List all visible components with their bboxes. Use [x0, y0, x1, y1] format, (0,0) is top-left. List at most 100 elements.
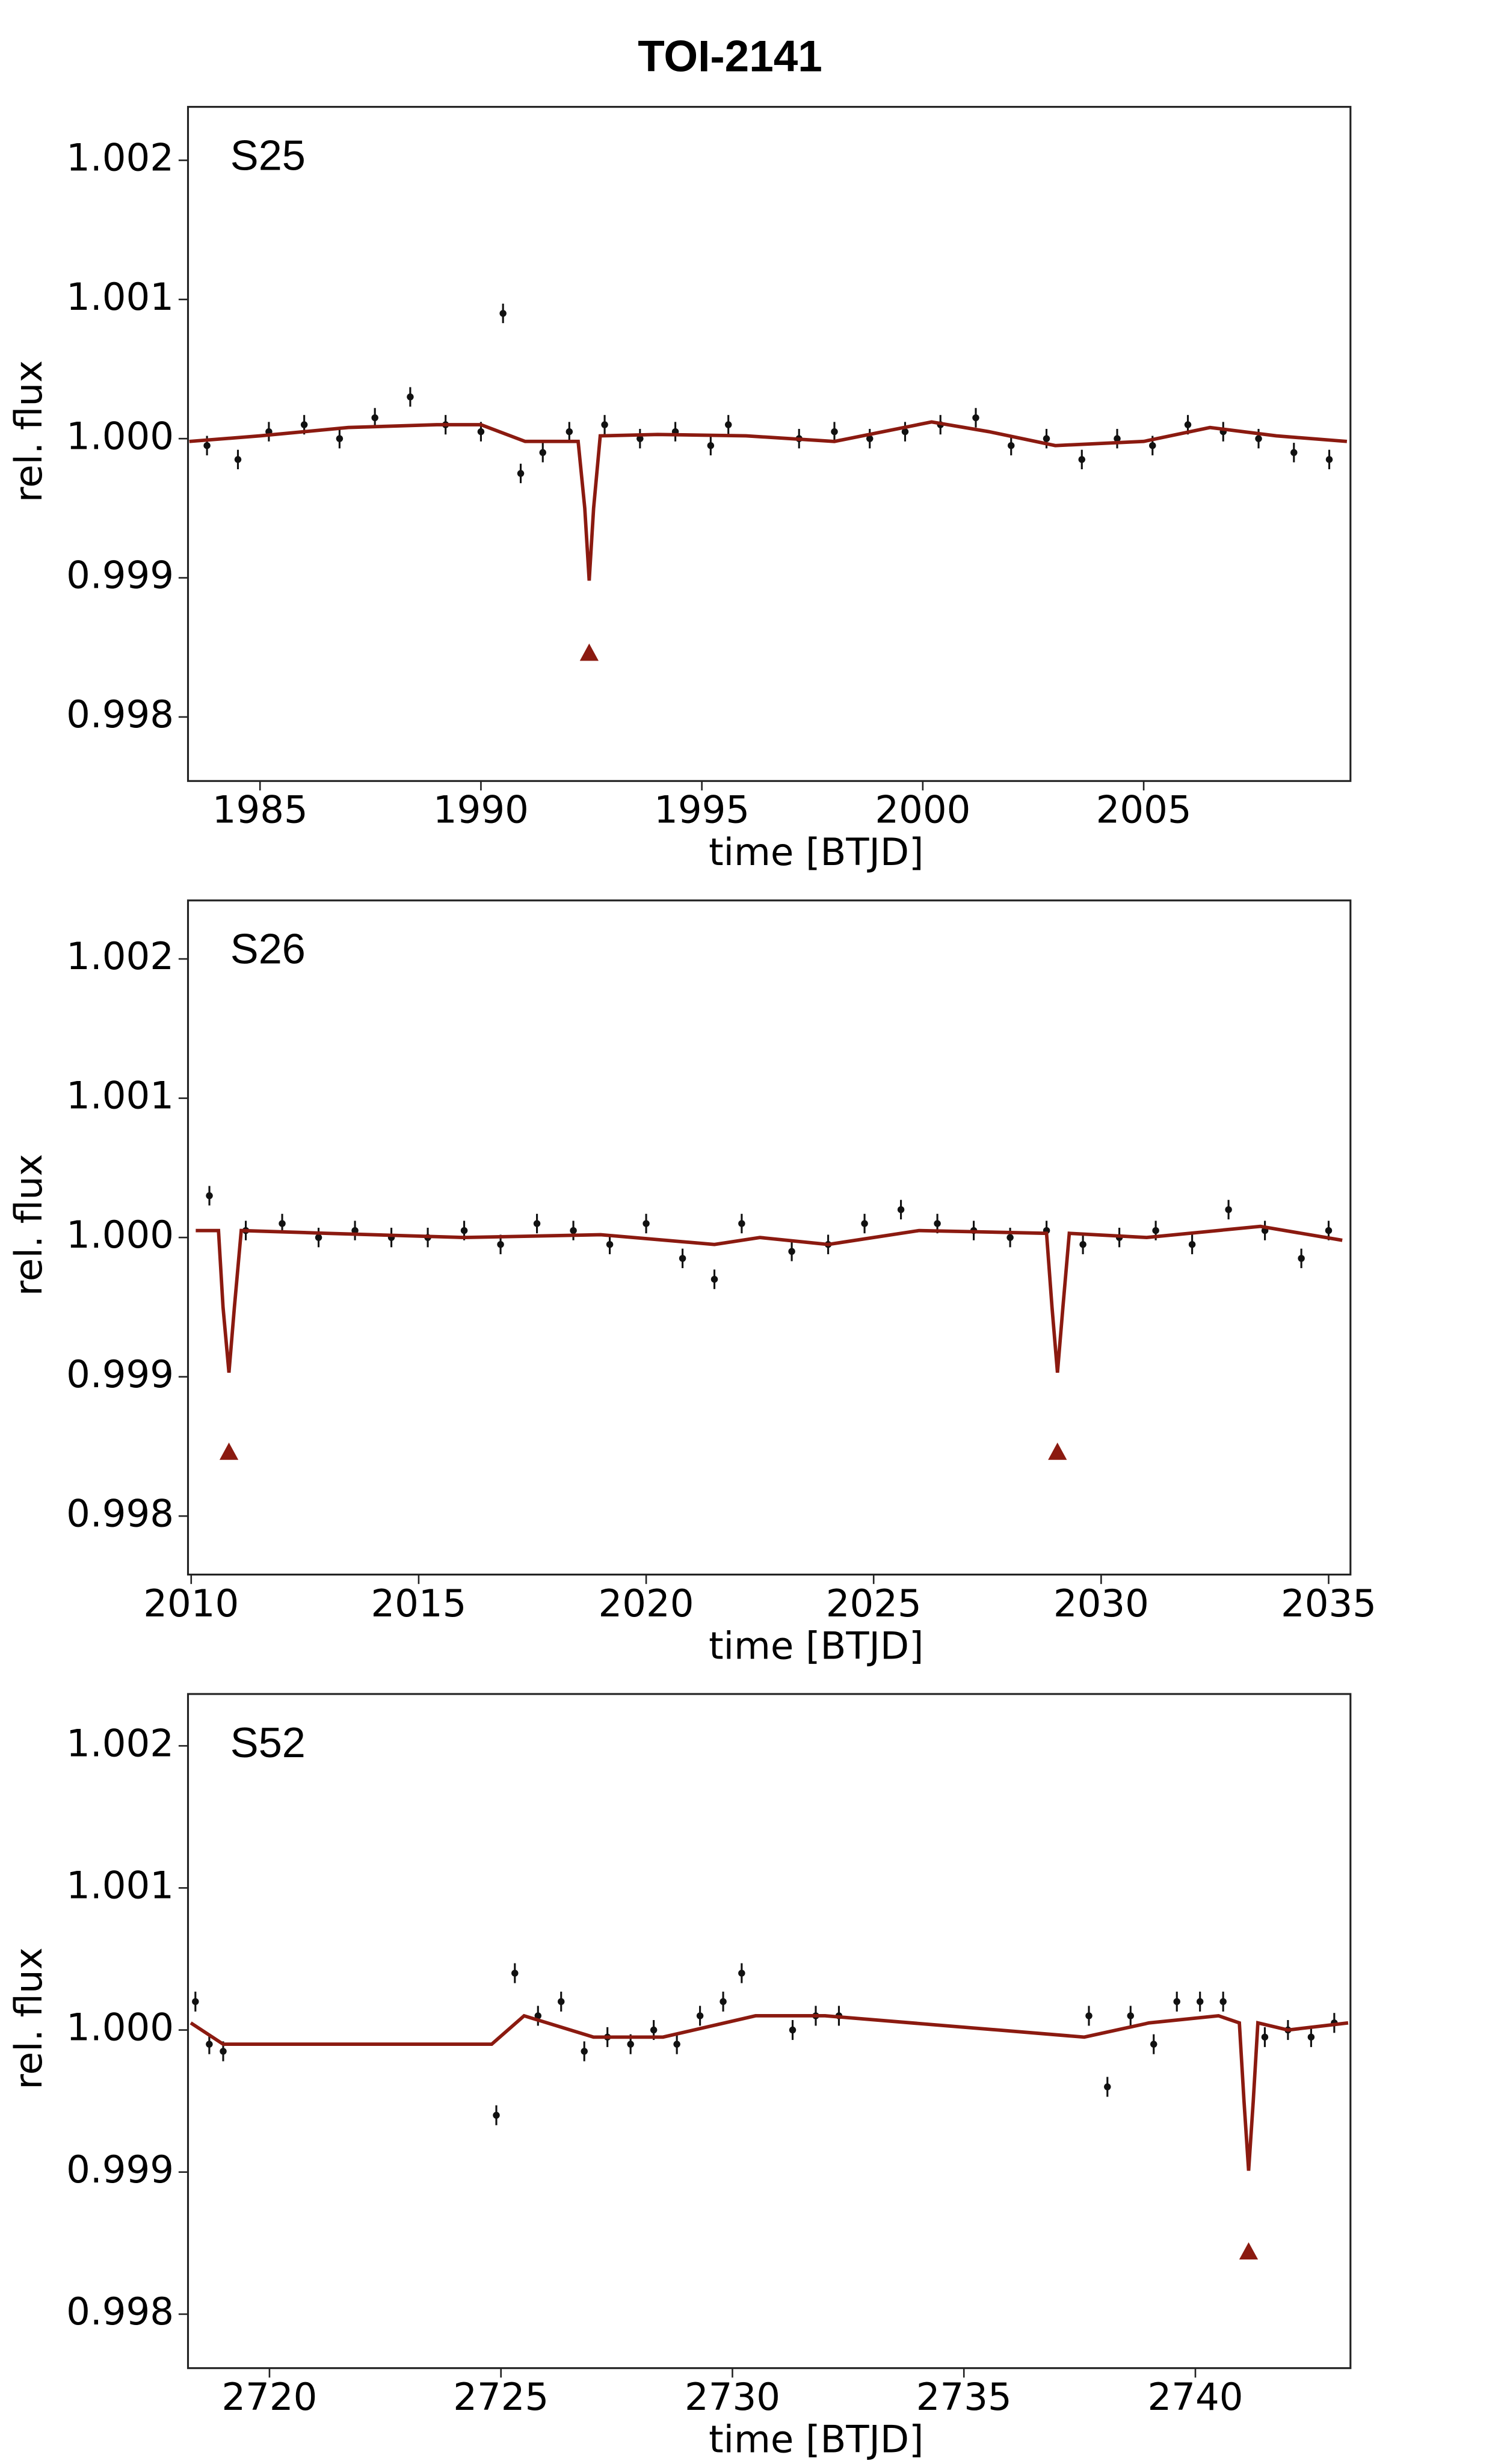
- binned-point: [1127, 2012, 1134, 2019]
- y-axis-label: rel. flux: [7, 360, 51, 503]
- binned-point: [517, 470, 525, 477]
- binned-point: [866, 435, 874, 442]
- binned-point: [371, 414, 378, 422]
- x-tick-label: 2000: [875, 788, 970, 832]
- y-axis-label: rel. flux: [7, 1947, 51, 2090]
- binned-point: [1150, 2040, 1157, 2048]
- binned-point: [220, 2048, 227, 2055]
- binned-point: [636, 435, 644, 442]
- x-tick-label: 2725: [453, 2375, 549, 2419]
- binned-point: [1149, 442, 1156, 449]
- x-tick-label: 2010: [143, 1582, 239, 1625]
- binned-point: [724, 421, 732, 428]
- x-axis-label: time [BTJD]: [709, 2417, 923, 2461]
- binned-point: [315, 1234, 322, 1241]
- x-tick-label: 1990: [433, 788, 529, 832]
- y-tick-label: 1.002: [66, 135, 174, 179]
- binned-point: [710, 1275, 718, 1283]
- binned-point: [511, 1970, 519, 1977]
- binned-point: [234, 456, 242, 463]
- model-line: [196, 1224, 1343, 1373]
- panel: 0.998 0.999 1.000 1.001 1.002 2010 2015 2020 202…: [7, 899, 1376, 1668]
- binned-point: [673, 2040, 680, 2048]
- binned-point: [1196, 1998, 1204, 2006]
- binned-point: [707, 442, 715, 449]
- y-tick-label: 1.000: [66, 2006, 174, 2050]
- binned-point: [499, 310, 507, 317]
- binned-point: [601, 421, 608, 428]
- y-tick-label: 1.002: [66, 934, 174, 978]
- binned-point: [1173, 1998, 1180, 2006]
- y-tick-label: 1.000: [66, 1213, 174, 1257]
- binned-point: [788, 1248, 795, 1255]
- panel: 0.998 0.999 1.000 1.001 1.002 2720 2725 2730 273…: [7, 1693, 1352, 2462]
- transit-marker: [1239, 2242, 1259, 2260]
- binned-point: [407, 393, 414, 401]
- x-tick-label: 1985: [212, 788, 308, 832]
- binned-point: [460, 1227, 468, 1234]
- binned-point: [1043, 435, 1050, 442]
- binned-point: [720, 1998, 727, 2006]
- binned-point: [1298, 1255, 1305, 1262]
- binned-point: [934, 1220, 941, 1227]
- binned-point: [539, 449, 546, 457]
- binned-point: [679, 1255, 686, 1262]
- binned-point: [1325, 456, 1333, 463]
- panel: 0.998 0.999 1.000 1.001 1.002 1985 1990 1995 200…: [7, 106, 1352, 874]
- binned-point: [534, 2012, 541, 2019]
- x-tick-label: 2730: [685, 2375, 780, 2419]
- binned-point: [897, 1206, 905, 1213]
- binned-point: [789, 2026, 797, 2034]
- binned-point: [606, 1240, 614, 1248]
- binned-point: [533, 1220, 541, 1227]
- x-tick-label: 2020: [599, 1582, 694, 1625]
- binned-point: [1114, 435, 1121, 442]
- binned-point: [581, 2048, 588, 2055]
- binned-point: [643, 1220, 650, 1227]
- binned-point: [1307, 2033, 1315, 2041]
- transit-marker: [579, 643, 599, 661]
- binned-point: [1184, 421, 1192, 428]
- binned-point: [493, 2111, 500, 2119]
- y-tick-label: 0.999: [66, 2148, 174, 2191]
- y-tick-label: 1.001: [66, 275, 174, 319]
- x-tick-label: 2720: [221, 2375, 317, 2419]
- binned-point: [650, 2026, 658, 2034]
- figure-title: TOI-2141: [638, 32, 822, 81]
- x-tick-label: 2740: [1147, 2375, 1243, 2419]
- binned-point: [300, 421, 308, 428]
- binned-point: [1104, 2083, 1111, 2090]
- binned-point: [192, 1998, 199, 2006]
- x-axis-label: time [BTJD]: [709, 1624, 923, 1668]
- binned-point: [477, 428, 485, 436]
- binned-point: [1006, 1234, 1014, 1241]
- y-tick-label: 0.998: [66, 1491, 174, 1535]
- binned-point: [901, 428, 909, 436]
- y-axis-label: rel. flux: [7, 1154, 51, 1296]
- panel-label: S25: [230, 131, 306, 179]
- x-tick-label: 2030: [1053, 1582, 1149, 1625]
- binned-point: [696, 2012, 704, 2019]
- binned-point: [738, 1220, 745, 1227]
- y-tick-label: 1.001: [66, 1074, 174, 1118]
- transit-marker: [1048, 1443, 1067, 1460]
- binned-point: [497, 1240, 504, 1248]
- binned-point: [570, 1227, 577, 1234]
- binned-point: [1152, 1227, 1159, 1234]
- binned-point: [1008, 442, 1015, 449]
- binned-point: [351, 1227, 359, 1234]
- binned-point: [861, 1220, 868, 1227]
- binned-point: [566, 428, 573, 436]
- binned-point: [1079, 1240, 1086, 1248]
- binned-point: [279, 1220, 286, 1227]
- panel-label: S26: [230, 925, 306, 973]
- binned-point: [1325, 1227, 1333, 1234]
- binned-point: [206, 1192, 213, 1200]
- binned-point: [558, 1998, 565, 2006]
- y-tick-label: 1.002: [66, 1721, 174, 1765]
- binned-point: [1255, 435, 1262, 442]
- binned-point: [831, 428, 838, 436]
- binned-point: [1290, 449, 1298, 457]
- x-tick-label: 2005: [1096, 788, 1192, 832]
